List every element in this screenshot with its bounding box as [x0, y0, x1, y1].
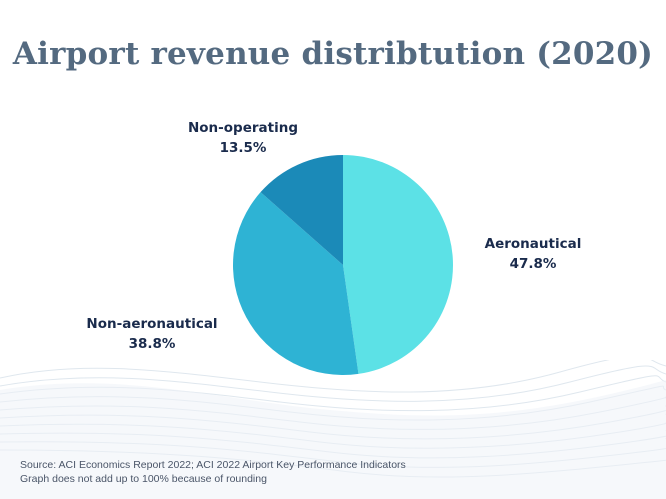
- chart-title: Airport revenue distribtution (2020): [12, 36, 654, 72]
- label-aeronautical-name: Aeronautical: [484, 236, 582, 252]
- pie-slice-aeronautical: [343, 155, 453, 374]
- wave-background: [0, 360, 666, 499]
- label-aeronautical-value: 47.8%: [509, 256, 557, 272]
- pie-slice-non-aeronautical: [233, 192, 359, 375]
- label-non-operating-name: Non-operating: [187, 120, 298, 136]
- label-non-aeronautical-value: 38.8%: [128, 336, 176, 352]
- label-non-operating: Non-operating 13.5%: [143, 118, 343, 158]
- label-non-aeronautical-name: Non-aeronautical: [86, 316, 218, 332]
- source-note: Source: ACI Economics Report 2022; ACI 2…: [20, 459, 406, 486]
- label-aeronautical: Aeronautical 47.8%: [433, 234, 633, 274]
- label-non-aeronautical: Non-aeronautical 38.8%: [52, 314, 252, 354]
- pie-slice-non-operating: [260, 155, 343, 265]
- source-text: Source: ACI Economics Report 2022; ACI 2…: [20, 459, 406, 471]
- rounding-note: Graph does not add up to 100% because of…: [20, 472, 267, 485]
- label-non-operating-value: 13.5%: [219, 140, 267, 156]
